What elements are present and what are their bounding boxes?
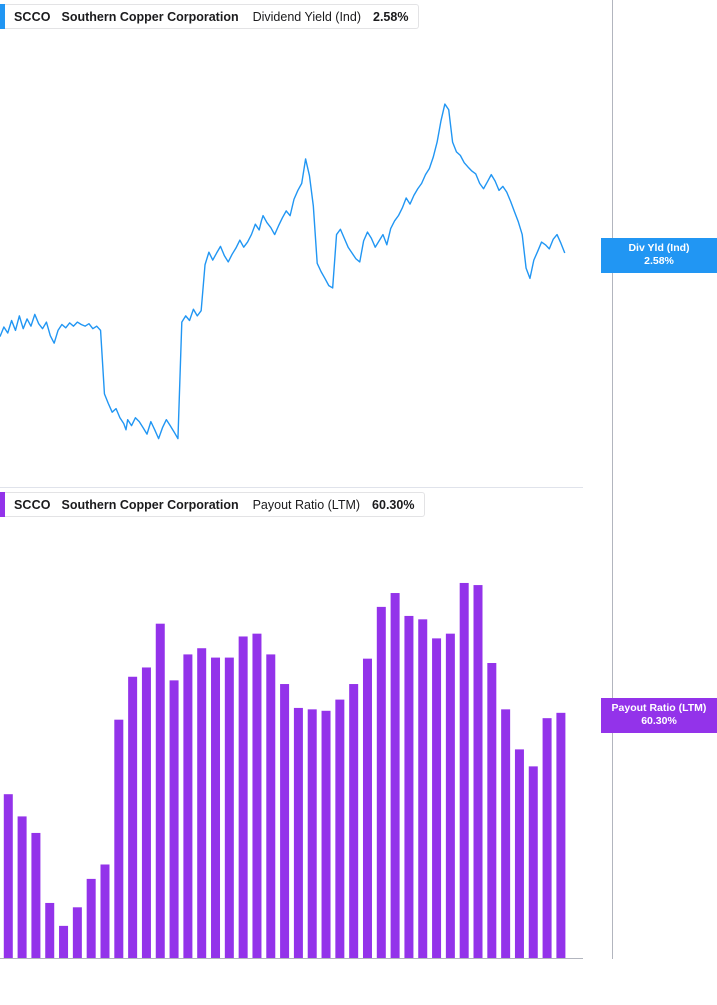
series-color-swatch-purple	[0, 492, 5, 517]
metric-name: Payout Ratio (LTM)	[252, 497, 361, 512]
payout-ratio-bar[interactable]	[321, 710, 331, 958]
dividend-yield-price-badge[interactable]: Div Yld (Ind) 2.58%	[601, 238, 717, 274]
company-name: Southern Copper Corporation	[61, 9, 239, 24]
payout-ratio-bar[interactable]	[307, 709, 317, 958]
ticker-symbol[interactable]: SCCO	[14, 9, 51, 24]
payout-ratio-bar[interactable]	[487, 663, 497, 958]
payout-ratio-bar[interactable]	[280, 684, 290, 958]
metric-value: 60.30%	[372, 497, 415, 512]
payout-ratio-bar[interactable]	[404, 615, 414, 958]
payout-ratio-bar[interactable]	[183, 654, 193, 958]
payout-ratio-bar[interactable]	[31, 832, 41, 958]
payout-ratio-bar[interactable]	[3, 794, 13, 958]
payout-ratio-bar[interactable]	[459, 582, 469, 958]
dividend-yield-line-plot	[0, 103, 566, 440]
payout-ratio-bar[interactable]	[445, 633, 455, 958]
payout-ratio-bar[interactable]	[86, 878, 96, 958]
payout-ratio-bar[interactable]	[238, 636, 248, 958]
payout-ratio-bar[interactable]	[473, 585, 483, 958]
payout-ratio-bar[interactable]	[114, 719, 124, 958]
payout-ratio-bar[interactable]	[390, 593, 400, 958]
payout-ratio-bar[interactable]	[418, 619, 428, 958]
series-color-swatch-blue	[0, 4, 5, 29]
payout-ratio-bar[interactable]	[169, 680, 179, 958]
payout-ratio-legend-header[interactable]: SCCO Southern Copper Corporation Payout …	[0, 492, 426, 517]
payout-ratio-bar[interactable]	[432, 638, 442, 958]
payout-ratio-bar[interactable]	[514, 749, 524, 958]
badge-label: Div Yld (Ind)	[628, 242, 690, 255]
ticker-symbol[interactable]: SCCO	[14, 497, 51, 512]
price-axis-rail[interactable]	[612, 0, 613, 959]
badge-value: 60.30%	[641, 714, 677, 727]
payout-ratio-bar[interactable]	[556, 712, 566, 958]
time-axis-line	[0, 958, 583, 959]
payout-ratio-bar-plot	[3, 582, 566, 958]
payout-ratio-bar[interactable]	[197, 648, 207, 958]
payout-ratio-bar[interactable]	[266, 654, 276, 958]
badge-label: Payout Ratio (LTM)	[611, 701, 707, 714]
payout-ratio-bar[interactable]	[59, 925, 69, 958]
payout-ratio-bar[interactable]	[376, 606, 386, 958]
payout-ratio-bar[interactable]	[100, 864, 110, 958]
payout-ratio-bar[interactable]	[141, 667, 151, 958]
payout-ratio-bar[interactable]	[224, 657, 234, 958]
payout-ratio-bar[interactable]	[528, 766, 538, 958]
payout-ratio-bar[interactable]	[155, 623, 165, 958]
payout-ratio-bar[interactable]	[128, 676, 138, 958]
payout-ratio-bar[interactable]	[252, 633, 262, 958]
company-name: Southern Copper Corporation	[61, 497, 239, 512]
payout-ratio-bar[interactable]	[293, 707, 303, 958]
payout-ratio-bar[interactable]	[211, 657, 221, 958]
payout-ratio-bar[interactable]	[501, 709, 511, 958]
pane-divider	[0, 487, 583, 488]
metric-value: 2.58%	[373, 9, 409, 24]
payout-ratio-bar[interactable]	[362, 658, 372, 958]
payout-ratio-bar[interactable]	[72, 907, 82, 958]
payout-ratio-bar[interactable]	[17, 816, 27, 958]
payout-ratio-bar[interactable]	[542, 718, 552, 958]
payout-ratio-bar[interactable]	[349, 684, 359, 958]
dividend-yield-legend-header[interactable]: SCCO Southern Copper Corporation Dividen…	[0, 4, 420, 29]
metric-name: Dividend Yield (Ind)	[252, 9, 361, 24]
dividend-yield-line[interactable]	[0, 103, 566, 440]
payout-ratio-bar[interactable]	[45, 902, 55, 958]
payout-ratio-price-badge[interactable]: Payout Ratio (LTM) 60.30%	[601, 697, 717, 734]
badge-value: 2.58%	[644, 255, 674, 268]
payout-ratio-bar[interactable]	[335, 699, 345, 958]
